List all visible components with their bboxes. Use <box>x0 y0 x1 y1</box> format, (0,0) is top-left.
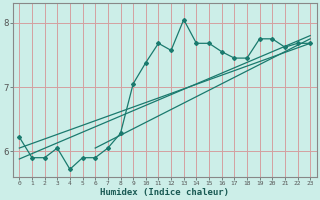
X-axis label: Humidex (Indice chaleur): Humidex (Indice chaleur) <box>100 188 229 197</box>
